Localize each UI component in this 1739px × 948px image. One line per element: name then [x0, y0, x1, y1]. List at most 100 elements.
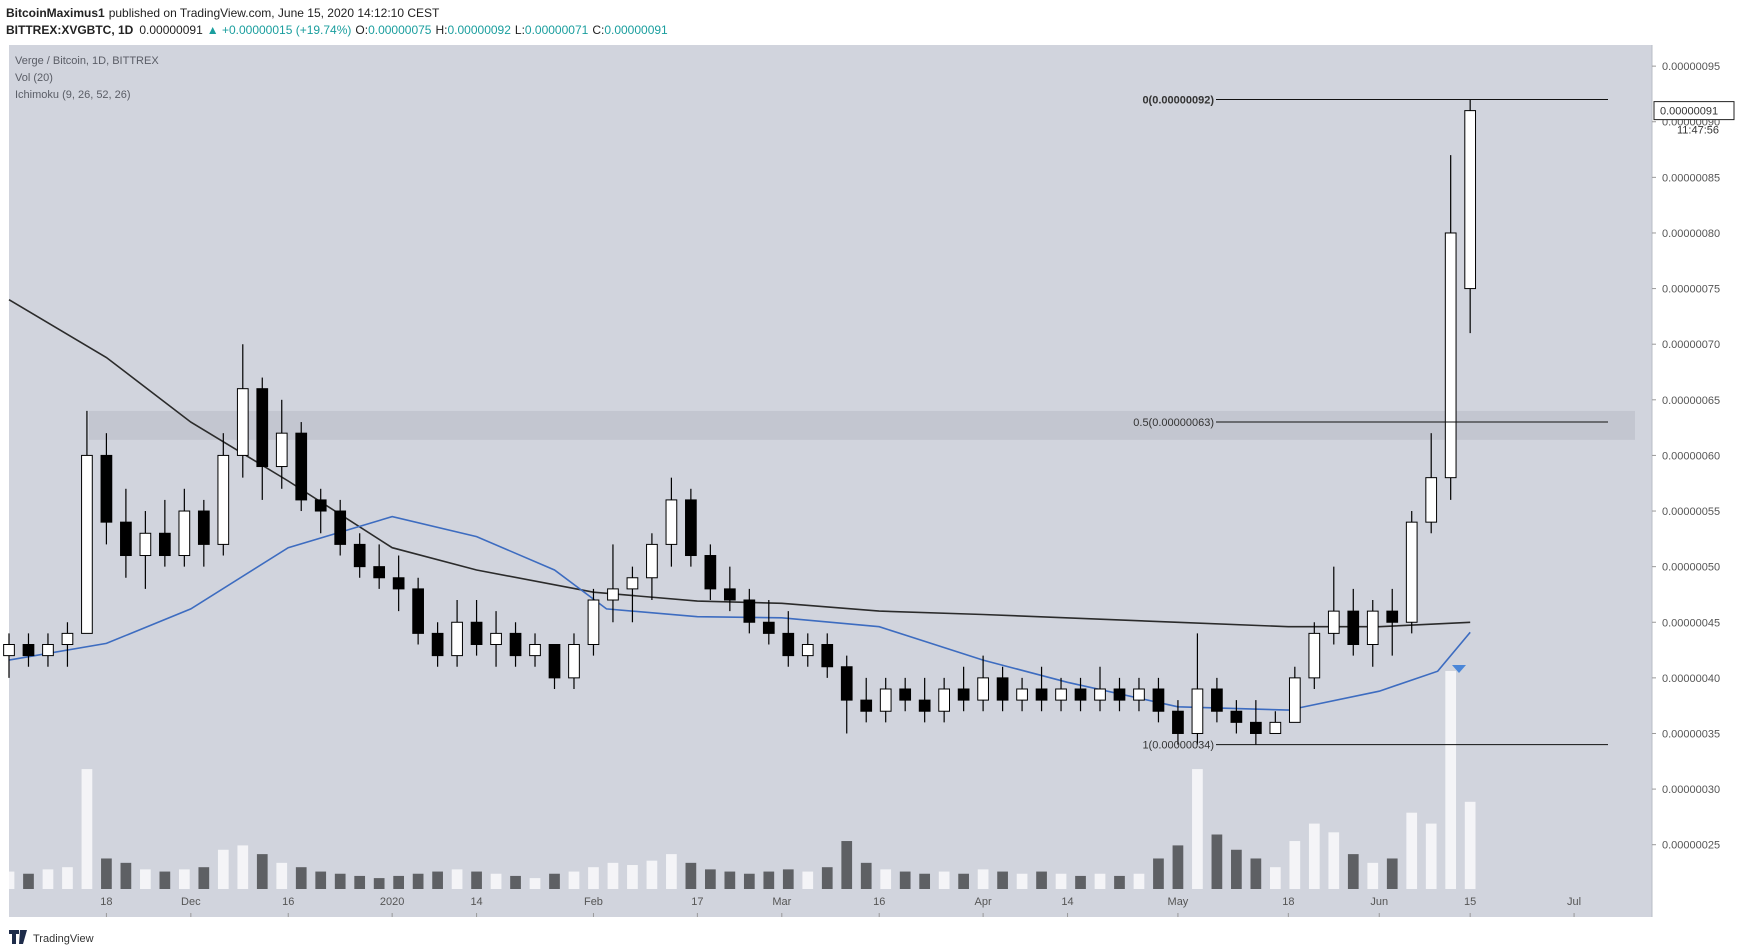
candle-body	[470, 621, 483, 646]
legend-item: Ichimoku (9, 26, 52, 26)	[15, 89, 131, 101]
x-tick-label: 14	[470, 896, 482, 908]
volume-bar	[490, 873, 502, 889]
symbol: BITTREX:XVGBTC, 1D	[6, 23, 134, 37]
x-tick-label: Apr	[975, 896, 992, 908]
candle-body	[840, 666, 853, 701]
volume-bar	[666, 854, 677, 889]
volume-bar	[1386, 858, 1398, 889]
candle-body	[1055, 688, 1067, 701]
y-tick-label: 0.00000095	[1662, 61, 1720, 73]
x-tick-label: 16	[282, 896, 294, 908]
volume-bar	[997, 871, 1008, 889]
volume-bar	[334, 873, 346, 889]
volume-bar	[1192, 769, 1203, 889]
ohlc-value: 0.00000071	[525, 23, 589, 37]
candle-body	[42, 644, 54, 657]
volume-bar	[3, 871, 15, 889]
candle-body	[821, 644, 834, 668]
volume-bar	[1036, 871, 1047, 889]
volume-bar	[549, 873, 560, 889]
volume-bar	[276, 862, 288, 889]
volume-bar	[880, 869, 892, 889]
candle-body	[665, 499, 678, 545]
candle-body	[1269, 721, 1282, 734]
x-tick-label: Mar	[772, 896, 791, 908]
volume-bar	[62, 867, 73, 889]
volume-bar	[1269, 867, 1281, 889]
y-tick-label: 0.00000085	[1662, 172, 1720, 184]
volume-bar	[841, 841, 853, 889]
y-tick-label: 0.00000060	[1662, 450, 1720, 462]
volume-bar	[393, 875, 405, 889]
candle-body	[236, 388, 249, 456]
volume-bar	[140, 869, 151, 889]
candle-body	[899, 688, 912, 701]
candle-body	[685, 499, 697, 557]
author: BitcoinMaximus1	[6, 6, 105, 20]
candle-body	[568, 644, 580, 679]
candle-body	[762, 621, 775, 634]
candle-body	[1035, 688, 1048, 701]
y-tick-label: 0.00000070	[1662, 339, 1720, 351]
x-tick-label: 17	[691, 896, 703, 908]
candle-body	[373, 566, 386, 579]
volume-bar	[1464, 801, 1476, 889]
candle-body	[1425, 477, 1438, 523]
y-tick-label: 0.00000025	[1662, 840, 1720, 852]
candle-body	[1094, 688, 1106, 701]
ohlc-key: H:	[435, 23, 447, 37]
candle-body	[782, 632, 795, 657]
volume-bar	[588, 867, 599, 889]
candle-body	[431, 632, 444, 657]
candle-body	[314, 499, 327, 512]
volume-bar	[315, 871, 327, 889]
volume-bar	[1367, 862, 1379, 889]
ohlc-key: L:	[515, 23, 525, 37]
candle-body	[1464, 110, 1477, 290]
volume-bar	[101, 858, 112, 889]
y-tick-label: 0.00000050	[1662, 562, 1720, 574]
candle-body	[256, 388, 269, 468]
x-tick-label: Jul	[1567, 896, 1581, 908]
volume-bar	[529, 878, 541, 889]
candle-body	[529, 644, 541, 657]
candle-body	[743, 599, 756, 623]
volume-bar	[1094, 873, 1106, 889]
volume-bar	[1172, 845, 1184, 889]
candle-body	[1327, 610, 1340, 634]
volume-bar	[763, 871, 775, 889]
candle-body	[61, 632, 74, 646]
candle-body	[178, 510, 191, 557]
candle-body	[353, 543, 366, 568]
brand: TradingView	[9, 930, 94, 945]
volume-bar	[568, 871, 580, 889]
x-tick-label: 2020	[380, 896, 404, 908]
candle-body	[1366, 610, 1379, 645]
volume-bar	[802, 871, 814, 889]
y-tick-label: 0.00000030	[1662, 784, 1720, 796]
legend-item: Verge / Bitcoin, 1D, BITTREX	[15, 55, 159, 67]
fib-label: 0(0.00000092)	[1142, 95, 1214, 107]
symbol-line: BITTREX:XVGBTC, 1D 0.00000091 ▲ +0.0000001…	[6, 23, 668, 37]
volume-bar	[1211, 834, 1223, 889]
volume-bar	[977, 869, 989, 889]
y-tick-label: 0.00000040	[1662, 673, 1720, 685]
x-tick-label: Jun	[1370, 896, 1388, 908]
candle-body	[607, 588, 619, 601]
candle-body	[1074, 688, 1087, 701]
x-tick-label: 18	[1282, 896, 1294, 908]
candle-body	[996, 677, 1009, 701]
volume-bar	[510, 875, 521, 889]
legend-item: Vol (20)	[15, 72, 53, 84]
x-tick-label: Dec	[181, 896, 201, 908]
candle-body	[1211, 688, 1223, 712]
candle-body	[646, 543, 658, 579]
volume-bar	[743, 873, 755, 889]
volume-bar	[724, 871, 736, 889]
volume-bar	[627, 865, 638, 889]
y-tick-label: 0.00000080	[1662, 228, 1720, 240]
y-tick-label: 0.00000045	[1662, 617, 1720, 629]
header-line: BitcoinMaximus1 published on TradingView.…	[6, 6, 440, 20]
volume-bar	[860, 862, 872, 889]
volume-bar	[159, 871, 171, 889]
